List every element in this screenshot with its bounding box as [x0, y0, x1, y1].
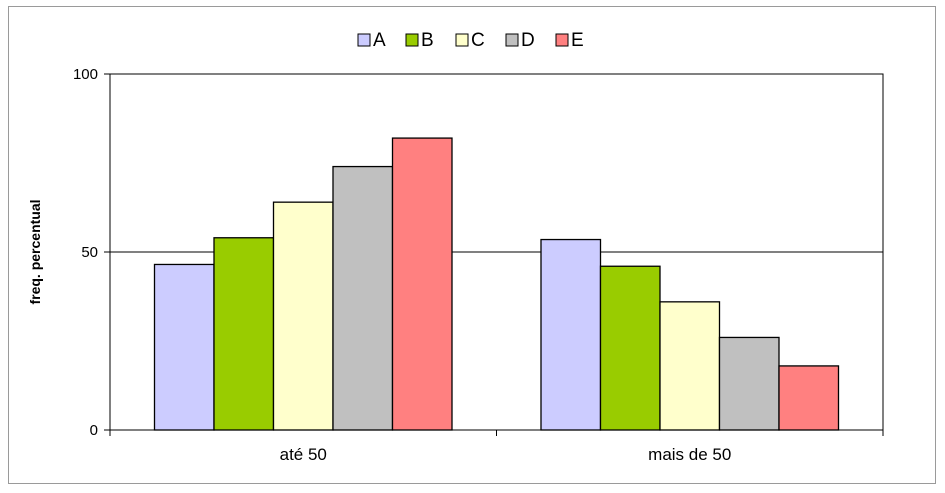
bar-b-1 [213, 237, 275, 431]
legend-label: A [373, 30, 386, 51]
legend-item-b: B [405, 30, 434, 51]
legend-item-c: C [455, 30, 485, 51]
y-axis-label: freq. percentual [27, 199, 43, 304]
bar-a-2 [540, 238, 602, 431]
legend: A B C D E [357, 30, 584, 51]
legend-swatch [357, 33, 371, 47]
bar-c-1 [272, 201, 334, 431]
legend-swatch [555, 33, 569, 47]
bar-b-2 [599, 265, 661, 431]
legend-label: C [471, 30, 485, 51]
x-category-labels: até 50 mais de 50 [280, 445, 732, 464]
legend-swatch [455, 33, 469, 47]
bar-d-2 [718, 336, 780, 431]
axes [104, 73, 884, 436]
y-tick-labels: 0 50 100 [73, 66, 98, 439]
legend-swatch [405, 33, 419, 47]
x-category-label: até 50 [280, 445, 327, 464]
y-tick-label: 50 [81, 244, 98, 261]
x-category-label: mais de 50 [648, 445, 731, 464]
y-tick-label: 100 [73, 66, 98, 83]
legend-label: E [571, 30, 584, 51]
bar-c-2 [659, 301, 721, 431]
bar-e-2 [778, 365, 840, 431]
bars [153, 137, 840, 431]
bar-d-1 [332, 165, 394, 431]
legend-item-a: A [357, 30, 386, 51]
legend-item-e: E [555, 30, 584, 51]
legend-label: B [421, 30, 434, 51]
bar-e-1 [391, 137, 453, 431]
legend-item-d: D [505, 30, 535, 51]
y-tick-label: 0 [90, 422, 98, 439]
legend-swatch [505, 33, 519, 47]
bar-a-1 [153, 263, 215, 431]
legend-label: D [521, 30, 535, 51]
